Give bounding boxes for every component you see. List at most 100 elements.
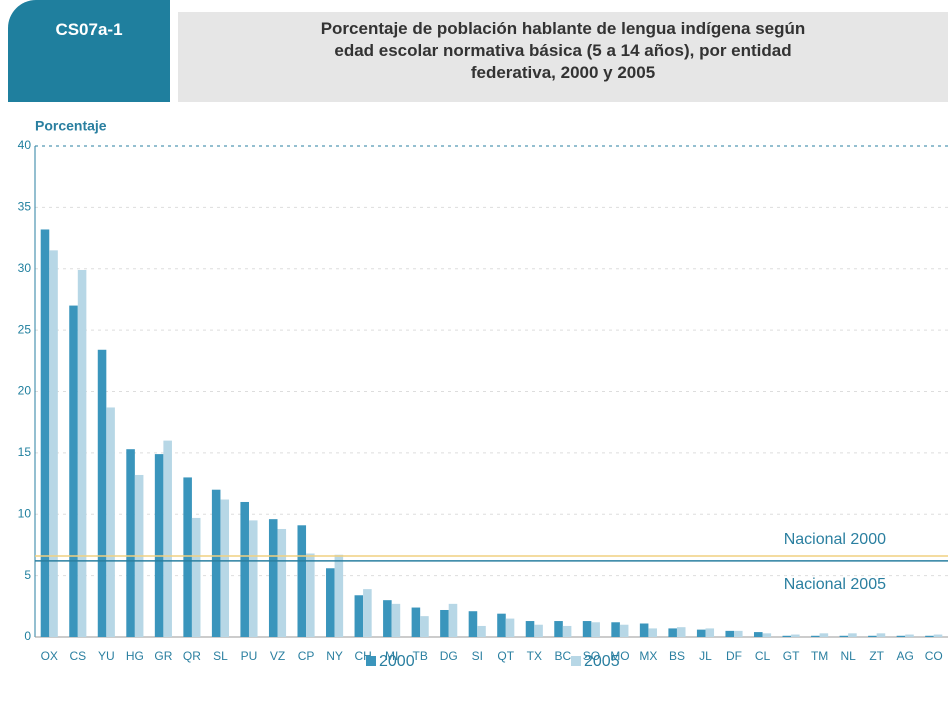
bar <box>876 633 886 637</box>
bar <box>211 489 221 637</box>
x-tick-label: PU <box>241 649 258 663</box>
legend-swatch <box>366 656 376 666</box>
bar <box>619 624 629 637</box>
y-tick-label: 35 <box>18 200 32 214</box>
x-tick-label: CL <box>755 649 771 663</box>
legend-label: 2000 <box>379 653 415 670</box>
bar <box>354 595 364 637</box>
x-tick-label: SO <box>583 649 600 663</box>
bar <box>905 634 914 637</box>
bar <box>648 628 657 637</box>
x-tick-label: MO <box>610 649 629 663</box>
bar <box>191 517 201 637</box>
bar <box>163 440 172 637</box>
bar <box>383 600 392 637</box>
bar <box>811 635 820 637</box>
x-tick-label: SI <box>472 649 483 663</box>
y-tick-label: 40 <box>18 138 32 152</box>
bar <box>762 633 772 637</box>
chart-title: Porcentaje de población hablante de leng… <box>320 19 806 82</box>
y-tick-label: 5 <box>24 568 31 582</box>
bar <box>77 269 87 637</box>
bar <box>448 603 458 637</box>
x-tick-label: OX <box>41 649 58 663</box>
bar <box>411 607 421 637</box>
bar <box>154 454 164 637</box>
x-tick-label: NY <box>326 649 343 663</box>
x-tick-label: HG <box>126 649 144 663</box>
bar <box>49 250 58 637</box>
bar <box>611 622 620 637</box>
x-tick-label: DF <box>726 649 742 663</box>
x-tick-label: CS <box>69 649 86 663</box>
bar <box>534 624 543 637</box>
x-tick-label: TB <box>413 649 428 663</box>
bar <box>839 635 849 637</box>
bar <box>334 554 344 637</box>
bar <box>554 621 563 637</box>
x-tick-label: AG <box>897 649 914 663</box>
x-tick-label: MX <box>639 649 657 663</box>
figure-id: CS07a-1 <box>8 0 170 102</box>
bar <box>40 229 50 637</box>
x-tick-label: TX <box>527 649 542 663</box>
bar <box>791 634 800 637</box>
bar <box>97 349 107 637</box>
legend-label: 2005 <box>584 653 620 670</box>
legend-swatch <box>571 656 581 666</box>
bar <box>676 627 686 637</box>
bar <box>306 553 315 637</box>
x-tick-label: VZ <box>270 649 285 663</box>
bar <box>326 568 335 637</box>
y-tick-label: 30 <box>18 261 32 275</box>
bar <box>525 621 535 637</box>
y-tick-label: 10 <box>18 506 32 520</box>
bar <box>562 625 572 637</box>
x-tick-label: QT <box>497 649 514 663</box>
x-tick-label: YU <box>98 649 115 663</box>
x-tick-label: GT <box>783 649 800 663</box>
y-tick-label: 0 <box>24 629 31 643</box>
bar <box>868 635 877 637</box>
bar <box>183 477 192 637</box>
x-tick-label: NL <box>840 649 856 663</box>
bar <box>440 609 449 637</box>
y-tick-label: 15 <box>18 445 32 459</box>
x-tick-label: DG <box>440 649 458 663</box>
x-tick-label: ZT <box>869 649 884 663</box>
bar <box>240 501 249 637</box>
y-tick-label: 20 <box>18 384 32 398</box>
y-tick-label: 25 <box>18 322 32 336</box>
bar <box>248 520 258 637</box>
bar <box>734 630 743 637</box>
bar <box>668 628 677 637</box>
bar <box>639 623 649 637</box>
x-tick-label: SL <box>213 649 228 663</box>
reference-label: Nacional 2005 <box>784 576 886 593</box>
bar <box>297 525 307 637</box>
title-box: Porcentaje de población hablante de leng… <box>178 12 948 102</box>
bar <box>363 589 372 637</box>
bar <box>420 616 429 637</box>
x-tick-label: GR <box>154 649 172 663</box>
bar <box>896 635 906 637</box>
x-tick-label: QR <box>183 649 201 663</box>
bar <box>753 632 763 637</box>
bar <box>69 305 78 637</box>
bar <box>220 499 230 637</box>
bar <box>725 630 735 637</box>
x-tick-label: MI <box>385 649 398 663</box>
bar <box>468 611 478 637</box>
x-tick-label: BS <box>669 649 685 663</box>
bar <box>705 628 715 637</box>
x-tick-label: CO <box>925 649 943 663</box>
bar <box>591 622 600 637</box>
x-tick-label: TM <box>811 649 828 663</box>
bar <box>106 407 115 637</box>
bar <box>582 621 592 637</box>
bar <box>277 528 287 637</box>
bar <box>477 625 486 637</box>
x-tick-label: CP <box>298 649 315 663</box>
x-tick-label: JL <box>699 649 712 663</box>
